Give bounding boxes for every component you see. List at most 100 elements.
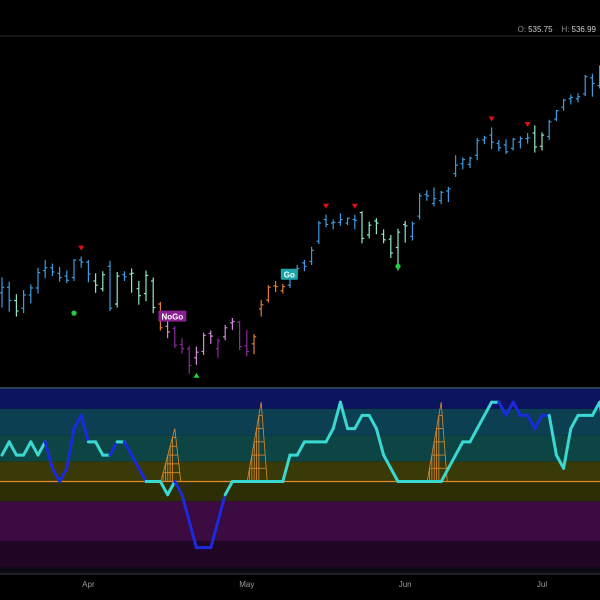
- ohlc-bar: [323, 214, 329, 228]
- oscillator-segment: [439, 466, 450, 483]
- oscillator-segment: [446, 453, 458, 470]
- ohlc-bar: [410, 221, 415, 241]
- ohlc-bar: [194, 346, 199, 365]
- oscillator-segment: [454, 440, 465, 457]
- ohlc-bar: [374, 218, 379, 235]
- signal-label-text: Go: [284, 271, 295, 280]
- ohlc-bar: [453, 155, 458, 177]
- ohlc-bar: [338, 213, 343, 226]
- ohlc-bar: [316, 220, 321, 245]
- oscillator-band: [0, 461, 600, 482]
- oscillator-segment: [0, 440, 11, 457]
- ohlc-bar: [107, 260, 113, 312]
- ohlc-bar: [129, 268, 134, 293]
- oscillator-segment: [547, 413, 558, 457]
- ohlc-bar: [259, 299, 264, 317]
- ohlc-bar: [273, 280, 278, 293]
- oscillator-segment: [108, 440, 119, 457]
- oscillator-segment: [482, 400, 494, 417]
- oscillator-segment: [382, 453, 393, 470]
- ohlc-bar: [165, 320, 170, 339]
- oscillator-segment: [94, 440, 105, 457]
- oscillator-segment: [36, 440, 47, 457]
- oscillator-band: [0, 540, 600, 568]
- ohlc-bar: [539, 132, 545, 151]
- ohlc-bar: [100, 271, 105, 292]
- ohlc-bar: [237, 320, 242, 351]
- oscillator-segment: [562, 427, 573, 470]
- oscillator-segment: [29, 440, 40, 457]
- ohlc-bar: [417, 193, 422, 220]
- oscillator-segment: [511, 400, 522, 417]
- oscillator-segment: [590, 400, 600, 417]
- ohlc-bar: [532, 125, 537, 153]
- ohlc-bar: [403, 220, 408, 243]
- x-tick-label: Jul: [537, 580, 547, 589]
- oscillator-band: [0, 567, 600, 574]
- sell-triangle-marker: [78, 245, 85, 251]
- oscillator-segment: [324, 427, 335, 444]
- ohlc-bar: [71, 259, 77, 281]
- high-label: H:: [561, 25, 570, 34]
- oscillator-segment: [331, 400, 342, 431]
- signal-label-go: Go: [280, 268, 298, 280]
- ohlc-bar: [201, 332, 206, 355]
- oscillator-segment: [216, 493, 227, 523]
- oscillator-segment: [504, 400, 515, 417]
- ohlc-bar: [215, 338, 221, 358]
- sell-triangle-marker: [524, 122, 531, 128]
- ohlc-bar: [251, 334, 257, 355]
- ohlc-readout: O: 535.75 H: 536.99: [518, 25, 596, 34]
- ohlc-bar: [554, 109, 559, 122]
- signal-label-text: NoGo: [162, 313, 184, 322]
- x-tick-label: Apr: [82, 580, 95, 589]
- ohlc-bar: [467, 156, 473, 168]
- ohlc-bar: [381, 229, 386, 244]
- ohlc-bar: [345, 217, 350, 226]
- oscillator-segment: [468, 427, 479, 444]
- oscillator-segment: [65, 427, 76, 470]
- ohlc-bar: [309, 246, 314, 265]
- oscillator-fan-marker: [426, 402, 448, 482]
- ohlc-bar: [64, 270, 69, 284]
- oscillator-segment: [569, 413, 580, 431]
- ohlc-bar: [151, 277, 156, 314]
- open-value: 535.75: [528, 25, 553, 34]
- oscillator-segment: [180, 493, 191, 523]
- oscillator-segment: [187, 519, 198, 550]
- open-label: O:: [517, 25, 527, 34]
- ohlc-bar: [439, 190, 444, 205]
- ohlc-bar: [266, 285, 271, 303]
- ohlc-bar: [482, 135, 487, 145]
- ohlc-bar: [575, 93, 581, 103]
- oscillator-segment: [475, 413, 486, 431]
- ohlc-bar: [136, 280, 141, 305]
- ohlc-bar: [359, 211, 365, 244]
- ohlc-bar: [43, 260, 48, 279]
- ohlc-bar: [172, 326, 177, 349]
- ohlc-bar: [208, 330, 213, 344]
- ohlc-bar: [518, 136, 523, 149]
- ohlc-bar: [331, 219, 336, 230]
- ohlc-bar: [244, 329, 249, 357]
- oscillator-segment: [72, 413, 83, 431]
- oscillator-band: [0, 408, 600, 436]
- ohlc-bar: [187, 345, 192, 374]
- oscillator-segment: [173, 480, 184, 497]
- ohlc-bar: [547, 119, 552, 141]
- oscillator-segment: [497, 400, 508, 417]
- ohlc-bar: [424, 190, 429, 201]
- ohlc-bar: [50, 263, 55, 277]
- oscillator-band: [0, 501, 600, 541]
- buy-triangle-marker: [193, 372, 200, 378]
- oscillator-segment: [7, 440, 18, 457]
- ohlc-bar: [7, 281, 12, 312]
- ohlc-bar: [446, 186, 451, 203]
- ohlc-bar: [28, 284, 33, 304]
- oscillator-segment: [137, 466, 148, 483]
- oscillator-segment: [130, 453, 141, 470]
- sell-triangle-marker: [323, 203, 329, 209]
- time-axis: Apr May Jun Jul: [0, 573, 600, 600]
- ohlc-bar: [143, 270, 149, 302]
